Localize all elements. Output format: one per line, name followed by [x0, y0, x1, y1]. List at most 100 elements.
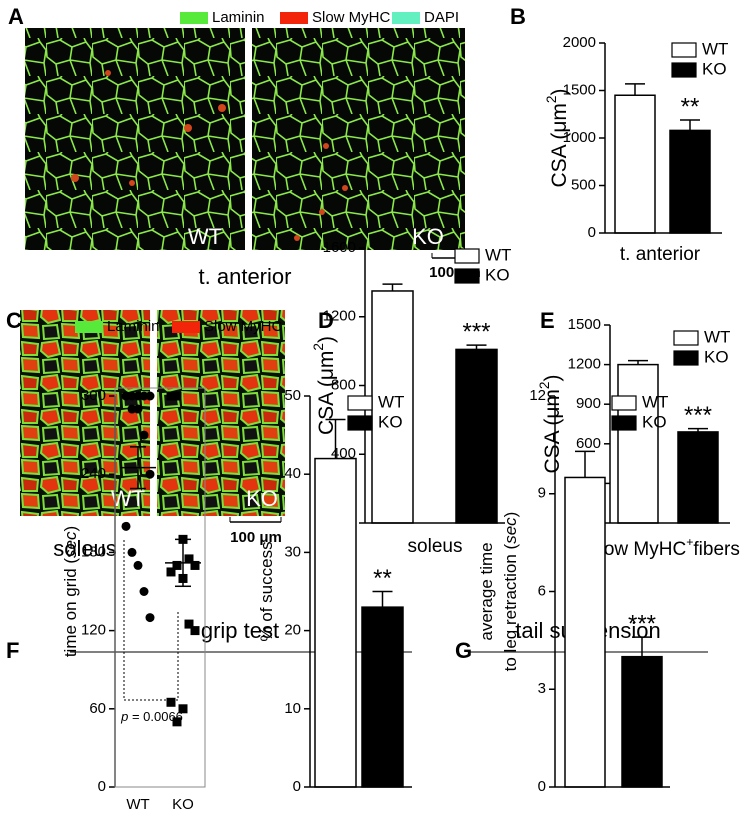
legend-label: KO: [704, 347, 729, 366]
legend-swatch: [347, 415, 373, 431]
y-tick-label: 10: [284, 700, 301, 717]
y-tick-label: 0: [538, 778, 546, 795]
image-label: KO: [412, 224, 444, 249]
y-tick-label: 40: [284, 465, 301, 482]
legend-swatch: [75, 321, 103, 333]
y-axis-label: to leg retraction (sec): [501, 512, 520, 672]
legend-label: Slow MyHC: [312, 9, 391, 26]
bar: [614, 94, 656, 234]
y-tick-label: 1500: [568, 316, 601, 333]
y-axis-label: CSA (μm2): [311, 336, 337, 435]
y-tick-label: 6: [538, 582, 546, 599]
y-tick-label: 12: [529, 387, 546, 404]
label-part: CSA (μm: [315, 351, 338, 435]
bar: [564, 476, 606, 788]
y-tick-label: 500: [571, 176, 596, 193]
label-part: ): [61, 526, 80, 532]
dot: [178, 704, 188, 714]
legend-swatch: [347, 395, 373, 411]
y-tick-label: 50: [284, 387, 301, 404]
micrograph: [25, 28, 245, 250]
label-part: ): [315, 336, 338, 343]
y-tick-label: 180: [81, 543, 106, 560]
y-tick-label: 1200: [323, 308, 356, 325]
bar: [314, 457, 357, 788]
label-part: = 0.0066: [128, 709, 183, 724]
y-axis-label: CSA (μm2): [544, 88, 570, 187]
legend-swatch: [392, 12, 420, 24]
legend-label: KO: [378, 412, 403, 431]
bar: [361, 606, 404, 788]
y-tick-label: 800: [331, 376, 356, 393]
label-part: +: [686, 535, 693, 549]
legend-swatch: [611, 415, 637, 431]
legend-swatch: [280, 12, 308, 24]
slow-fibers: [71, 70, 348, 241]
caption: soleus: [53, 536, 117, 561]
x-axis-label: slow MyHC+fibers: [590, 535, 740, 560]
panel-letter: D: [318, 308, 334, 333]
y-tick-label: 600: [576, 435, 601, 452]
legend-swatch: [673, 350, 699, 366]
x-tick-label: WT: [126, 796, 149, 813]
x-axis-label: t. anterior: [620, 244, 701, 265]
panel-letter: G: [455, 638, 472, 663]
dot: [127, 547, 137, 557]
plot-frame: [114, 387, 206, 788]
label-part: ): [541, 374, 564, 381]
y-tick-label: 9: [538, 485, 546, 502]
legend-label: KO: [642, 412, 667, 431]
y-tick-label: 120: [81, 622, 106, 639]
label-part: average time: [477, 542, 496, 640]
label-part: fibers: [693, 539, 739, 560]
dot: [133, 404, 143, 414]
y-axis-label: % of success: [257, 541, 276, 641]
dot: [145, 391, 155, 401]
dot: [139, 587, 149, 596]
dot: [145, 469, 155, 479]
micrograph: [157, 310, 285, 516]
y-axis-label: average time: [477, 542, 496, 640]
legend-swatch: [454, 268, 480, 284]
label-part: CSA (μm: [541, 389, 564, 473]
label-part: CSA (μm: [548, 103, 571, 187]
dot: [172, 391, 182, 401]
legend-swatch: [673, 330, 699, 346]
significance: ***: [684, 402, 712, 429]
y-axis-label: time on grid (sec): [61, 526, 80, 657]
legend-label: Laminin: [212, 9, 265, 26]
y-tick-label: 1500: [563, 81, 596, 98]
legend-label: Slow MyHC: [204, 318, 283, 335]
x-tick-label: KO: [172, 796, 194, 813]
y-tick-label: 60: [89, 700, 106, 717]
y-tick-label: 0: [293, 778, 301, 795]
y-tick-label: 0: [588, 224, 596, 241]
y-tick-label: 1000: [563, 129, 596, 146]
legend-swatch: [180, 12, 208, 24]
legend-label: KO: [702, 59, 727, 78]
legend-label: KO: [485, 265, 510, 284]
image-label: WT: [188, 224, 222, 249]
legend-swatch: [611, 395, 637, 411]
bar: [669, 129, 711, 234]
dot: [133, 560, 143, 570]
legend-label: WT: [702, 39, 728, 58]
label-part: slow MyHC: [590, 539, 686, 560]
label-part: 2: [311, 343, 326, 351]
label-part: 2: [537, 381, 552, 389]
dot: [166, 697, 176, 707]
legend-swatch: [671, 62, 697, 78]
label-part: to leg retraction (: [501, 543, 520, 671]
bar: [677, 431, 719, 524]
image-label: WT: [111, 486, 145, 511]
label-part: t. anterior: [620, 244, 701, 265]
panel-letter: C: [6, 308, 22, 333]
dot: [190, 560, 200, 570]
y-tick-label: 300: [81, 387, 106, 404]
y-axis-label: CSA (μm2): [537, 374, 563, 473]
label-part: sec: [61, 531, 80, 558]
image-label: KO: [246, 486, 278, 511]
scale-label: 100 μm: [230, 529, 282, 546]
